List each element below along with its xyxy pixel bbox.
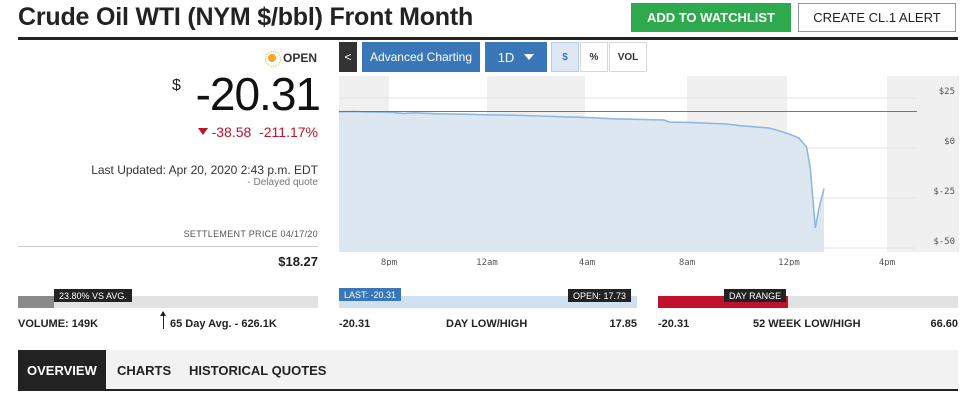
advanced-charting-button[interactable]: Advanced Charting xyxy=(362,42,480,72)
tab-charts[interactable]: CHARTS xyxy=(117,362,172,378)
settlement-label: SETTLEMENT PRICE 04/17/20 xyxy=(183,229,318,239)
currency-symbol: $ xyxy=(172,77,181,94)
day-range-bar xyxy=(339,296,637,308)
week-high: 66.60 xyxy=(930,318,958,330)
price-change: -38.58 -211.17% xyxy=(170,124,318,140)
settlement-divider xyxy=(18,246,318,247)
average-marker-icon xyxy=(160,311,166,329)
avg-volume-label: 65 Day Avg. - 626.1K xyxy=(170,318,277,330)
delayed-note: - Delayed quote xyxy=(247,177,318,188)
tab-divider xyxy=(18,389,958,391)
x-tick-label: 8am xyxy=(679,258,695,266)
change-value: -38.58 xyxy=(211,124,252,140)
day-range-tag: DAY RANGE xyxy=(724,289,787,302)
down-arrow-icon xyxy=(197,128,208,135)
last-updated: Last Updated: Apr 20, 2020 2:43 p.m. EDT xyxy=(91,163,318,177)
last-price: -20.31 xyxy=(195,68,321,120)
week-range-bar xyxy=(658,296,958,308)
y-tick-label: $25 xyxy=(939,87,955,97)
page-title: Crude Oil WTI (NYM $/bbl) Front Month xyxy=(18,3,474,31)
price-area xyxy=(339,111,824,252)
settlement-value: $18.27 xyxy=(278,254,318,269)
toggle-volume[interactable]: VOL xyxy=(609,42,647,72)
y-tick-label: $-50 xyxy=(933,237,955,247)
day-range-label: DAY LOW/HIGH xyxy=(446,318,528,330)
open-price-tag: OPEN: 17.73 xyxy=(568,289,632,302)
week-low: -20.31 xyxy=(658,318,690,330)
title-divider xyxy=(18,37,958,40)
x-tick-label: 4am xyxy=(579,258,595,266)
chart-prev-button[interactable]: < xyxy=(339,42,357,72)
create-alert-button[interactable]: CREATE CL.1 ALERT xyxy=(798,3,956,32)
range-value: 1D xyxy=(497,49,515,65)
market-status: OPEN xyxy=(265,51,318,67)
change-percent: -211.17% xyxy=(259,124,318,140)
y-tick-label: $-25 xyxy=(933,187,955,197)
day-high: 17.85 xyxy=(609,318,637,330)
chevron-down-icon xyxy=(524,54,535,60)
sun-icon xyxy=(265,51,281,67)
last-price-tag: LAST: -20.31 xyxy=(339,288,402,301)
session-band xyxy=(887,76,959,252)
add-to-watchlist-button[interactable]: ADD TO WATCHLIST xyxy=(631,3,791,32)
price-chart[interactable]: $25 $0 $-25 $-50 8pm 12am 4am 8am 12pm 4pm xyxy=(339,76,959,266)
range-dropdown[interactable]: 1D xyxy=(485,42,547,72)
y-tick-label: $0 xyxy=(944,137,955,147)
toggle-dollar[interactable]: $ xyxy=(551,42,579,72)
tab-historical-quotes[interactable]: HISTORICAL QUOTES xyxy=(189,362,327,378)
x-tick-label: 12pm xyxy=(778,258,800,266)
x-tick-label: 12am xyxy=(476,258,498,266)
tab-bar xyxy=(18,350,958,390)
toggle-percent[interactable]: % xyxy=(580,42,608,72)
volume-label: VOLUME: 149K xyxy=(18,318,99,330)
tab-overview[interactable]: OVERVIEW xyxy=(18,350,106,390)
volume-bar-fill xyxy=(18,296,54,308)
x-tick-label: 8pm xyxy=(381,258,397,266)
volume-vs-avg-tag: 23.80% VS AVG. xyxy=(54,289,132,302)
day-low: -20.31 xyxy=(339,318,371,330)
x-tick-label: 4pm xyxy=(879,258,895,266)
market-status-label: OPEN xyxy=(283,51,318,65)
week-range-label: 52 WEEK LOW/HIGH xyxy=(753,318,861,330)
price-series-line xyxy=(339,110,825,229)
